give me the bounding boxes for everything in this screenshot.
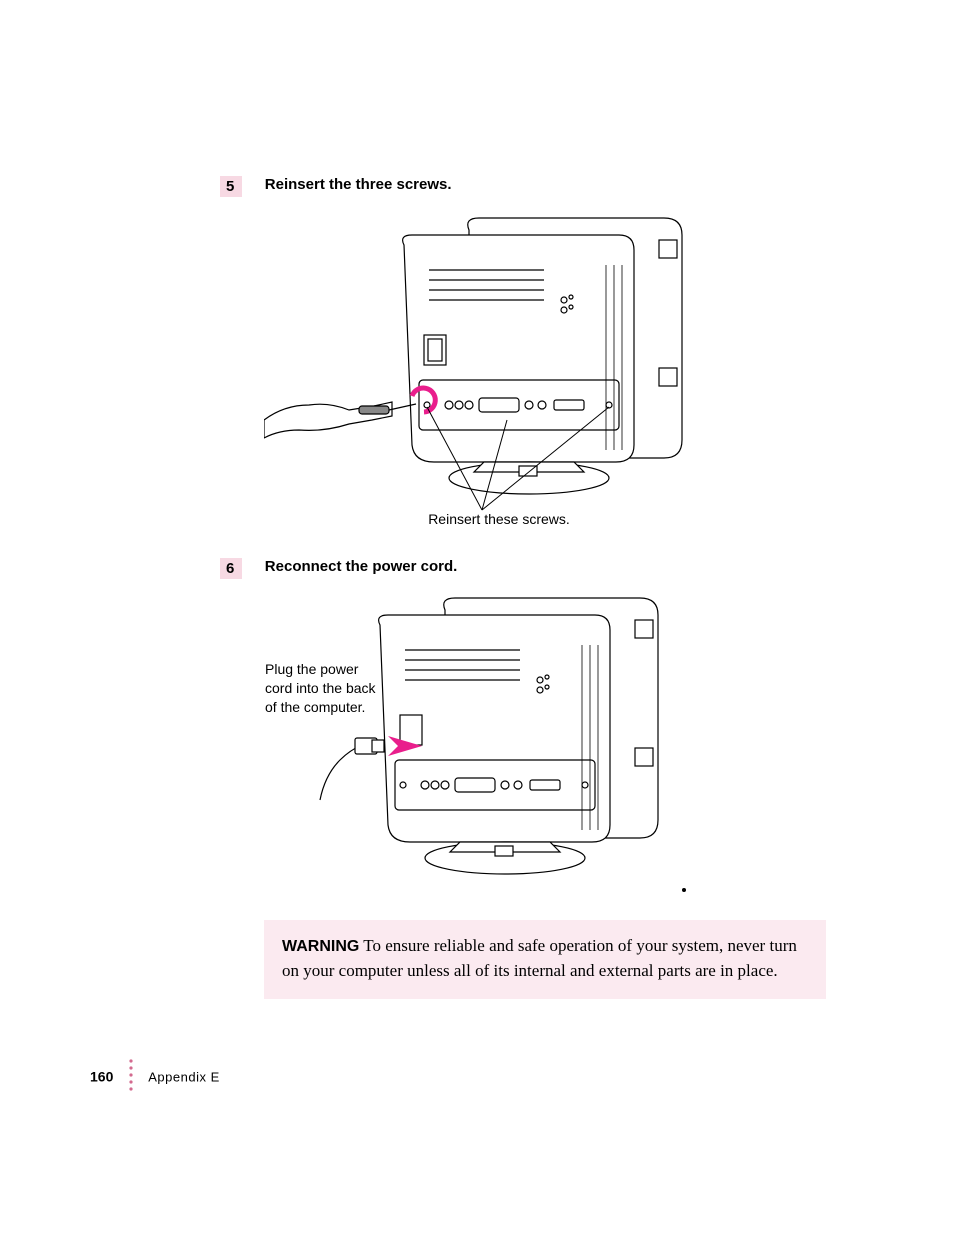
warning-text: WARNING To ensure reliable and safe oper…: [282, 934, 808, 983]
section-label: Appendix E: [148, 1070, 220, 1085]
step-5: 5 Reinsert the three screws.: [220, 176, 452, 197]
figure2-caption: Plug the power cord into the back of the…: [265, 660, 385, 717]
step-number-badge: 6: [220, 558, 242, 579]
monitor-screws-illustration: [264, 210, 704, 540]
stray-dot: [682, 888, 686, 892]
footer-dots: [126, 1058, 136, 1097]
figure-reconnect-power: [250, 590, 690, 900]
step-6: 6 Reconnect the power cord.: [220, 558, 457, 579]
page: 5 Reinsert the three screws.: [0, 0, 954, 1235]
monitor-power-illustration: [250, 590, 690, 900]
figure1-caption: Reinsert these screws.: [409, 510, 589, 529]
step-number-badge: 5: [220, 176, 242, 197]
page-footer: 160 Appendix E: [90, 1058, 220, 1097]
step-title: Reconnect the power cord.: [265, 558, 458, 575]
warning-box: WARNING To ensure reliable and safe oper…: [264, 920, 826, 999]
warning-body-text: To ensure reliable and safe operation of…: [282, 936, 797, 980]
page-number: 160: [90, 1069, 113, 1085]
figure-reinsert-screws: Reinsert these screws.: [264, 210, 704, 540]
warning-label: WARNING: [282, 938, 359, 955]
step-title: Reinsert the three screws.: [265, 176, 452, 193]
